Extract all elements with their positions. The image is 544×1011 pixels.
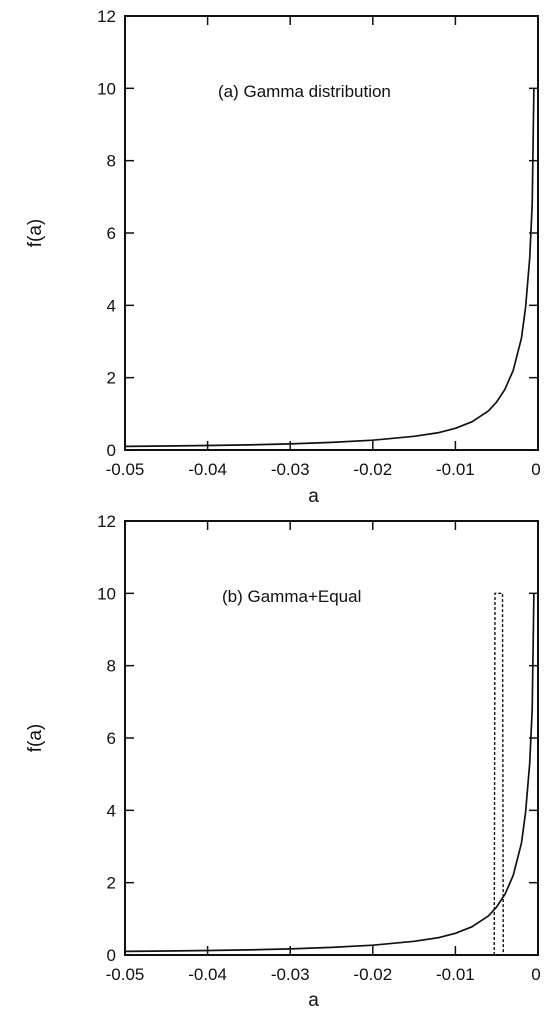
x-tick-label: -0.05 — [106, 965, 145, 984]
panel-annotation: (a) Gamma distribution — [218, 82, 391, 101]
y-tick-label: 2 — [107, 369, 116, 388]
y-tick-label: 6 — [107, 224, 116, 243]
x-tick-label: -0.05 — [106, 460, 145, 479]
x-tick-label: 0 — [531, 460, 540, 479]
x-tick-label: -0.01 — [436, 460, 475, 479]
y-tick-label: 8 — [107, 657, 116, 676]
y-tick-label: 0 — [107, 441, 116, 460]
y-tick-label: 10 — [97, 584, 116, 603]
x-tick-label: -0.03 — [271, 460, 310, 479]
x-tick-label: -0.03 — [271, 965, 310, 984]
y-tick-label: 10 — [97, 79, 116, 98]
x-tick-label: -0.04 — [188, 460, 227, 479]
panel-annotation: (b) Gamma+Equal — [222, 587, 361, 606]
x-tick-label: 0 — [531, 965, 540, 984]
y-axis-label: f(a) — [25, 724, 46, 753]
dashed-series-line — [493, 592, 504, 956]
y-tick-label: 12 — [97, 512, 116, 531]
y-tick-label: 0 — [107, 946, 116, 965]
solid-series-line — [124, 593, 535, 953]
solid-series-line — [124, 88, 535, 448]
x-axis-label: a — [308, 486, 319, 507]
y-tick-label: 8 — [107, 152, 116, 171]
x-axis-label: a — [308, 990, 319, 1011]
y-tick-label: 4 — [107, 801, 116, 820]
y-axis-label: f(a) — [25, 219, 46, 248]
x-tick-label: -0.02 — [353, 965, 392, 984]
y-tick-label: 4 — [107, 296, 116, 315]
chart-panel-1: 0 2 4 6 8 10 12 -0.05 -0.04 -0.03 -0.02 -0.01 0 a f(a)… — [25, 7, 541, 507]
y-tick-label: 2 — [107, 874, 116, 893]
x-tick-label: -0.02 — [353, 460, 392, 479]
chart-panel-2: 0 2 4 6 8 10 12 -0.05 -0.04 -0.03 -0.02 -0.01 0 a f(a)… — [25, 512, 541, 1011]
x-tick-label: -0.04 — [188, 965, 227, 984]
y-tick-label: 12 — [97, 7, 116, 26]
x-tick-label: -0.01 — [436, 965, 475, 984]
y-tick-label: 6 — [107, 729, 116, 748]
